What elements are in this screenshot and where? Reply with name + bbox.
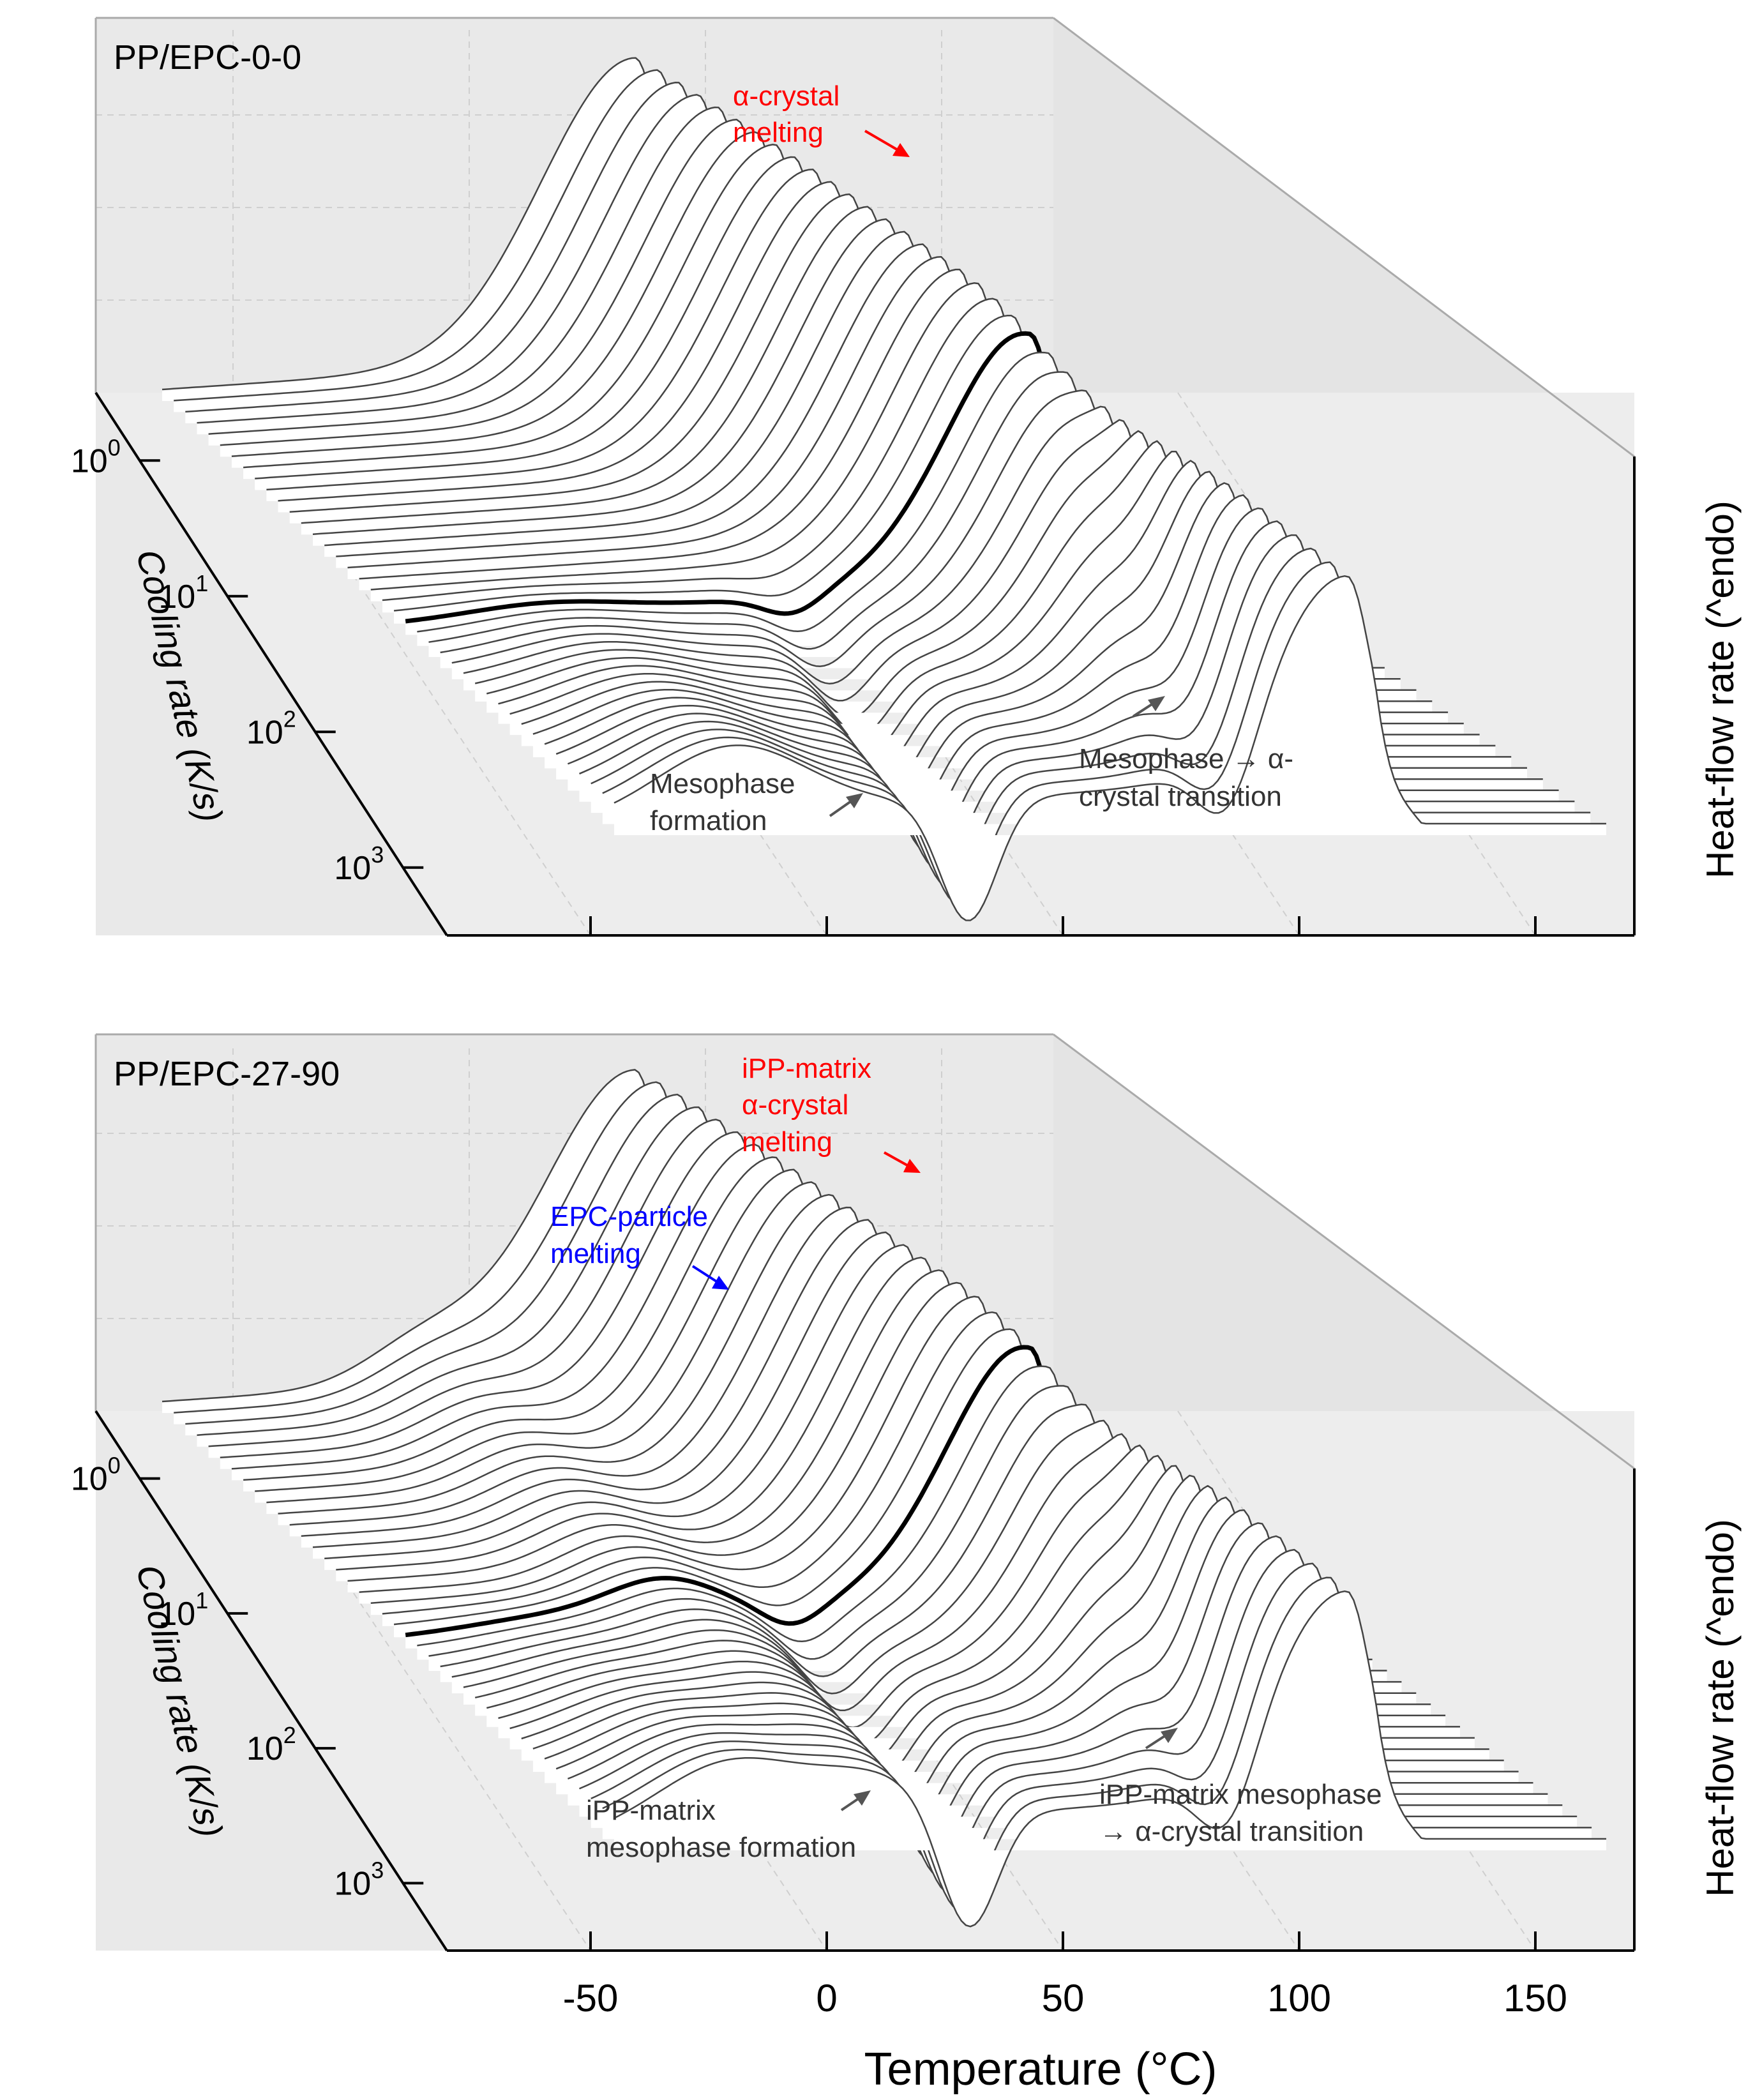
curve-fill	[440, 390, 1369, 669]
x-tick-label: -50	[563, 1977, 619, 2020]
annotation-alpha-melting: α-crystal melting	[733, 80, 847, 148]
curve-fill	[405, 1347, 1343, 1649]
curves	[162, 57, 1606, 921]
annotation-ipp-meso-alpha-transition: iPP-matrix mesophase → α-crystal transit…	[1099, 1779, 1390, 1847]
curve-fill	[266, 1182, 1168, 1515]
curve	[591, 1562, 1578, 1894]
arrowhead-ipp-alpha-melting	[903, 1159, 921, 1173]
arrowhead-epc-particle-melting	[712, 1276, 729, 1290]
arrowhead-alpha-melting	[892, 143, 910, 157]
panel-title: PP/EPC-0-0	[114, 38, 301, 77]
annotation-meso-alpha-transition: Mesophase → α- crystal transition	[1079, 743, 1301, 812]
annotation-mesophase-formation: Mesophase formation	[650, 768, 803, 836]
curve-fill	[451, 1420, 1402, 1694]
curve-fill	[220, 119, 1068, 457]
curve-fill	[614, 576, 1606, 921]
depth-tick-label: 103	[334, 1857, 384, 1902]
curve-fill	[394, 315, 1306, 624]
curve-fill	[405, 333, 1322, 635]
annotation-epc-particle-melting: EPC-particle melting	[550, 1201, 716, 1269]
x-tick-label: 150	[1503, 1977, 1567, 2020]
x-tick-label: 100	[1267, 1977, 1331, 2020]
curve	[614, 1590, 1606, 1928]
depth-tick-label: 100	[71, 434, 121, 480]
depth-axis-line	[94, 391, 448, 937]
depth-tick-label: 102	[246, 706, 296, 751]
curve-fill	[255, 157, 1116, 490]
arrowhead-ipp-meso-alpha-transition	[1161, 1728, 1178, 1743]
arrowhead-mesophase-formation	[846, 793, 863, 808]
x-ticks	[589, 1931, 1537, 1951]
curve	[602, 1576, 1592, 1911]
x-tick-label: 50	[1042, 1977, 1085, 2020]
depth-tick-label: 101	[158, 570, 208, 616]
arrowhead-meso-alpha-transition	[1148, 696, 1165, 711]
curve-fill	[278, 1195, 1182, 1525]
curve-fill	[243, 144, 1100, 480]
x-ticks	[589, 916, 1537, 935]
depth-ticks: 100 101 102 103	[71, 434, 424, 887]
annotation-ipp-alpha-melting: iPP-matrix α-crystal melting	[742, 1053, 879, 1158]
depth-tick-label: 100	[71, 1453, 121, 1498]
curve-fill	[370, 283, 1274, 601]
heatflow-axis-label: Heat-flow rate (^endo)	[1699, 501, 1742, 879]
curve-fill	[382, 298, 1290, 613]
curves	[162, 1069, 1606, 1928]
curve	[591, 547, 1575, 888]
annotation-ipp-mesophase-formation: iPP-matrix mesophase formation	[586, 1795, 856, 1863]
panel-title: PP/EPC-27-90	[114, 1055, 340, 1093]
curve	[614, 575, 1606, 921]
curve-fill	[463, 1433, 1417, 1711]
curve-fill	[428, 1386, 1373, 1671]
curve-fill	[289, 1207, 1197, 1537]
depth-tick-label: 103	[334, 842, 384, 887]
arrowhead-ipp-mesophase-formation	[854, 1790, 871, 1806]
curve-fill	[428, 372, 1353, 657]
depth-tick-label: 101	[158, 1587, 208, 1633]
curve-fill	[440, 1404, 1387, 1682]
curve-fill	[417, 1366, 1358, 1660]
curve-fill	[301, 1220, 1212, 1548]
depth-ticks: 100 101 102 103	[71, 1453, 424, 1902]
curve	[602, 561, 1591, 905]
curve-fill	[231, 132, 1084, 468]
x-tick-labels: -50 0 50 100 150	[563, 1977, 1567, 2020]
curve-fill	[614, 1591, 1606, 1927]
depth-axis-line	[94, 1410, 448, 1952]
x-axis-label: Temperature (°C)	[864, 2044, 1217, 2095]
x-tick-label: 0	[816, 1977, 837, 2020]
depth-tick-label: 102	[246, 1722, 296, 1767]
heatflow-axis-label: Heat-flow rate (^endo)	[1699, 1519, 1742, 1897]
